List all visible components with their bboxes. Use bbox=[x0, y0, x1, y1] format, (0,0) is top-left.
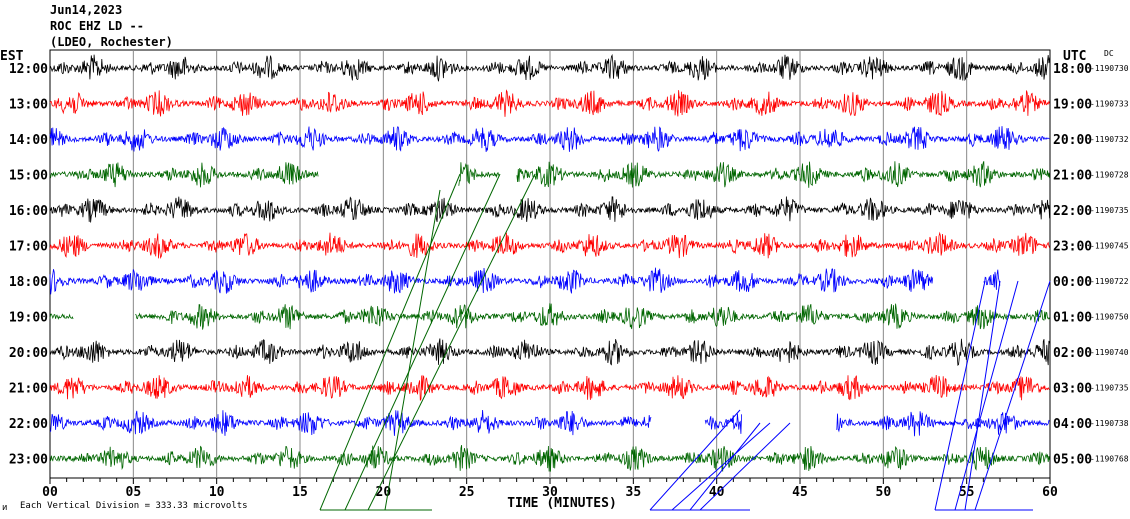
x-tick-label: 15 bbox=[292, 485, 308, 500]
seismic-trace bbox=[49, 161, 1050, 188]
utc-hour-label: 20:00 bbox=[1053, 133, 1092, 148]
glitch-line bbox=[934, 280, 986, 511]
glitch-line bbox=[384, 189, 441, 511]
x-tick-label: 25 bbox=[459, 485, 475, 500]
seismic-trace bbox=[49, 196, 1050, 223]
dc-offset-label: -1190733 bbox=[1090, 100, 1129, 109]
est-hour-label: 19:00 bbox=[9, 311, 48, 326]
x-tick-label: 30 bbox=[542, 485, 558, 500]
corner-mark: ᴎ bbox=[2, 503, 7, 513]
dc-offset-label: -1190735 bbox=[1090, 384, 1129, 393]
est-hour-label: 23:00 bbox=[9, 453, 48, 468]
x-tick-label: 00 bbox=[42, 485, 58, 500]
seismic-trace bbox=[49, 89, 1050, 117]
seismic-trace bbox=[49, 267, 1001, 295]
utc-hour-label: 21:00 bbox=[1053, 169, 1092, 184]
network-title: (LDEO, Rochester) bbox=[50, 35, 173, 49]
est-hour-label: 20:00 bbox=[9, 346, 48, 361]
est-hour-label: 15:00 bbox=[9, 169, 48, 184]
glitch-line bbox=[699, 422, 791, 511]
utc-hour-label: 01:00 bbox=[1053, 311, 1092, 326]
seismic-trace bbox=[49, 53, 1050, 82]
dc-offset-label: -1190735 bbox=[1090, 206, 1129, 215]
x-tick-label: 45 bbox=[792, 485, 808, 500]
x-tick-label: 05 bbox=[126, 485, 142, 500]
utc-hour-label: 19:00 bbox=[1053, 98, 1092, 113]
x-tick-label: 60 bbox=[1042, 485, 1058, 500]
est-hour-label: 16:00 bbox=[9, 204, 48, 219]
est-label: EST bbox=[0, 49, 24, 64]
glitch-line bbox=[974, 280, 1051, 511]
x-tick-label: 50 bbox=[876, 485, 892, 500]
utc-hour-label: 03:00 bbox=[1053, 382, 1092, 397]
utc-hour-label: 04:00 bbox=[1053, 417, 1092, 432]
utc-label: UTC bbox=[1063, 49, 1086, 64]
x-tick-label: 55 bbox=[959, 485, 975, 500]
utc-hour-label: 23:00 bbox=[1053, 240, 1092, 255]
seismic-trace bbox=[49, 303, 1050, 330]
seismic-trace bbox=[49, 445, 1050, 473]
seismic-trace bbox=[49, 409, 1050, 437]
utc-hour-label: 18:00 bbox=[1053, 62, 1092, 77]
glitch-line bbox=[689, 422, 761, 511]
glitch-line bbox=[319, 173, 461, 511]
date-title: Jun14,2023 bbox=[50, 3, 123, 17]
est-hour-label: 18:00 bbox=[9, 275, 48, 290]
dc-offset-label: -1190732 bbox=[1090, 135, 1129, 144]
station-title: ROC EHZ LD -- bbox=[50, 19, 144, 33]
dc-offset-label: -1190745 bbox=[1090, 242, 1129, 251]
dc-label: DC bbox=[1104, 49, 1114, 58]
glitch-line bbox=[964, 280, 1001, 511]
est-hour-label: 12:00 bbox=[9, 62, 48, 77]
seismic-trace bbox=[49, 125, 1050, 152]
glitch-line bbox=[367, 173, 536, 511]
dc-offset-label: -1190740 bbox=[1090, 348, 1129, 357]
est-hour-label: 17:00 bbox=[9, 240, 48, 255]
x-axis-label: TIME (MINUTES) bbox=[507, 496, 617, 511]
est-hour-label: 14:00 bbox=[9, 133, 48, 148]
dc-offset-label: -1190728 bbox=[1090, 171, 1129, 180]
scale-note: Each Vertical Division = 333.33 microvol… bbox=[20, 501, 248, 511]
dc-offset-label: -1190738 bbox=[1090, 419, 1129, 428]
utc-hour-label: 22:00 bbox=[1053, 204, 1092, 219]
glitch-line bbox=[649, 409, 741, 511]
dc-offset-label: -1190750 bbox=[1090, 313, 1129, 322]
dc-offset-label: -1190730 bbox=[1090, 64, 1129, 73]
est-hour-label: 13:00 bbox=[9, 98, 48, 113]
utc-hour-label: 02:00 bbox=[1053, 346, 1092, 361]
seismic-trace bbox=[49, 374, 1050, 401]
dc-offset-label: -1190768 bbox=[1090, 455, 1129, 464]
seismic-trace bbox=[49, 231, 1050, 259]
dc-offset-label: -1190722 bbox=[1090, 277, 1129, 286]
utc-hour-label: 00:00 bbox=[1053, 275, 1092, 290]
est-hour-label: 22:00 bbox=[9, 417, 48, 432]
glitch-line bbox=[954, 280, 1019, 511]
glitch-line bbox=[344, 173, 501, 511]
glitch-line bbox=[671, 422, 771, 511]
x-tick-label: 40 bbox=[709, 485, 725, 500]
x-tick-label: 10 bbox=[209, 485, 225, 500]
est-hour-label: 21:00 bbox=[9, 382, 48, 397]
seismic-trace bbox=[49, 338, 1050, 366]
utc-hour-label: 05:00 bbox=[1053, 453, 1092, 468]
x-tick-label: 35 bbox=[626, 485, 642, 500]
